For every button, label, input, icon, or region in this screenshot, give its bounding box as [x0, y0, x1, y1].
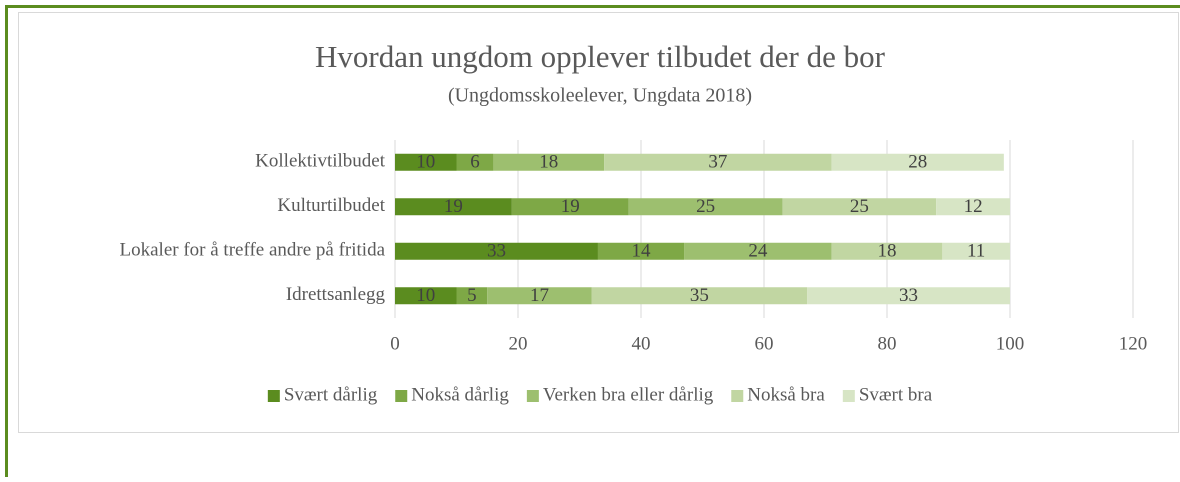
data-label: 33 [899, 285, 918, 306]
bar-segment [456, 153, 494, 171]
data-label: 33 [487, 241, 506, 262]
data-label: 25 [850, 196, 869, 217]
bar-segment [395, 198, 512, 216]
data-label: 28 [908, 152, 927, 173]
legend-label: Svært bra [859, 384, 933, 405]
y-tick-label: Kollektivtilbudet [255, 151, 386, 172]
data-label: 24 [748, 241, 768, 262]
bar-segment [807, 287, 1010, 305]
data-label: 18 [878, 241, 897, 262]
x-tick-label: 0 [390, 333, 400, 354]
data-label: 10 [416, 152, 435, 173]
bar-segment [395, 242, 598, 260]
legend-swatch [526, 390, 539, 402]
bar-segment [395, 153, 457, 171]
bar-segment [591, 287, 808, 305]
data-label: 19 [561, 196, 580, 217]
data-label: 18 [539, 152, 558, 173]
chart-subtitle: (Ungdomsskoleelever, Ungdata 2018) [448, 85, 752, 107]
data-label: 14 [632, 241, 652, 262]
x-tick-label: 120 [1119, 333, 1148, 354]
legend-swatch [267, 390, 280, 402]
bar-segment [628, 198, 783, 216]
legend-label: Svært dårlig [284, 384, 378, 405]
data-label: 37 [708, 152, 727, 173]
bar-segment [831, 242, 943, 260]
bar-segment [493, 153, 605, 171]
y-tick-label: Kulturtilbudet [277, 195, 385, 216]
bar-segment [597, 242, 685, 260]
bar-segment [395, 287, 457, 305]
bar-segment [936, 198, 1010, 216]
bar-segment [511, 198, 629, 216]
y-tick-label: Idrettsanlegg [286, 284, 386, 305]
data-label: 12 [964, 196, 983, 217]
legend-label: Verken bra eller dårlig [543, 384, 714, 405]
frame-left [5, 5, 8, 477]
bar-segment [942, 242, 1010, 260]
x-tick-label: 20 [509, 333, 528, 354]
legend-swatch [395, 390, 408, 402]
bar-segment [684, 242, 832, 260]
data-label: 17 [530, 285, 549, 306]
legend-label: Nokså bra [747, 384, 825, 405]
data-label: 10 [416, 285, 435, 306]
legend-swatch [842, 390, 855, 402]
x-tick-label: 60 [755, 333, 774, 354]
bar-segment [487, 287, 592, 305]
frame-top [5, 5, 1180, 8]
data-label: 6 [470, 152, 480, 173]
bar-segment [604, 153, 832, 171]
data-label: 35 [690, 285, 709, 306]
data-label: 5 [467, 285, 477, 306]
x-tick-label: 100 [996, 333, 1025, 354]
x-tick-label: 80 [878, 333, 897, 354]
chart-title: Hvordan ungdom opplever tilbudet der de … [315, 39, 886, 74]
bar-segment [831, 153, 1004, 171]
x-tick-label: 40 [632, 333, 651, 354]
legend-swatch [731, 390, 744, 402]
data-label: 11 [967, 241, 985, 262]
y-tick-label: Lokaler for å treffe andre på fritida [120, 240, 386, 261]
data-label: 19 [444, 196, 463, 217]
bar-segment [456, 287, 488, 305]
data-label: 25 [696, 196, 715, 217]
legend-label: Nokså dårlig [411, 384, 509, 405]
bar-segment [782, 198, 937, 216]
chart-area [18, 12, 1179, 433]
